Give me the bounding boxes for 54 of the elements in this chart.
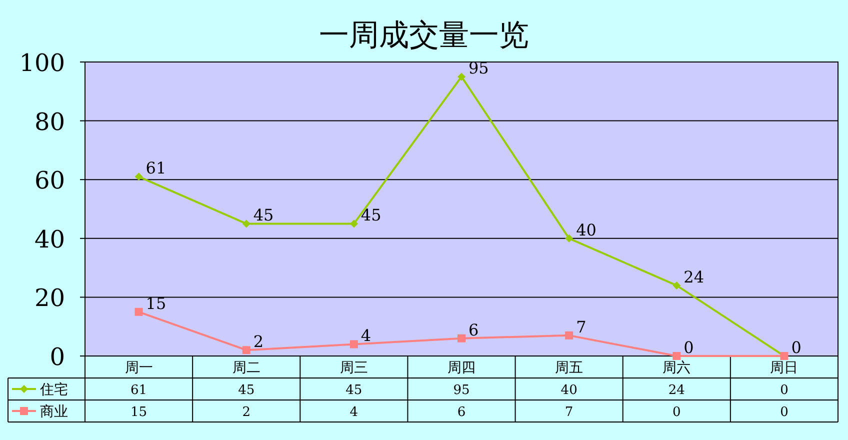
annotation: 40 [576, 220, 596, 240]
annotation: 15 [146, 294, 166, 313]
data-label: 40 [560, 383, 578, 398]
y-tick-label: 20 [34, 284, 65, 312]
annotation: 0 [791, 338, 802, 357]
point [242, 220, 250, 228]
x-tick-label: 周三 [340, 360, 368, 376]
x-tick-label: 周二 [232, 360, 260, 376]
data-label: 0 [780, 405, 788, 420]
x-tick-label: 周四 [448, 360, 476, 376]
legend-label: 住宅 [39, 382, 68, 398]
annotation: 2 [253, 332, 264, 352]
data-label: 2 [242, 405, 250, 420]
annotation: 24 [684, 267, 704, 286]
annotation: 45 [253, 206, 274, 225]
data-label: 0 [672, 405, 681, 420]
point [242, 346, 250, 354]
annotation: 4 [360, 326, 372, 346]
point [134, 308, 143, 316]
legend-label: 商业 [40, 404, 68, 420]
y-tick-label: 80 [34, 108, 65, 136]
point [350, 220, 358, 228]
data-label: 45 [346, 383, 362, 398]
data-label: 95 [453, 383, 470, 398]
annotation: 45 [360, 206, 382, 225]
point [565, 331, 574, 340]
x-tick-label: 周日 [770, 360, 798, 376]
data-label: 4 [350, 405, 358, 420]
data-label: 45 [238, 383, 255, 398]
annotation: 6 [468, 320, 479, 340]
y-tick-label: 40 [34, 225, 65, 254]
x-tick-label: 周五 [555, 360, 584, 376]
data-label: 24 [668, 383, 685, 398]
data-label: 15 [130, 405, 148, 420]
x-tick-label: 周六 [662, 360, 691, 376]
chart-title: 一周成交量一览 [319, 18, 529, 53]
point [565, 234, 574, 242]
point [350, 340, 358, 348]
data-label: 6 [457, 405, 466, 420]
data-label: 0 [780, 383, 788, 398]
data-label: 7 [564, 405, 574, 420]
point [458, 334, 466, 342]
data-label: 61 [130, 383, 148, 398]
x-tick-label: 周一 [124, 360, 153, 376]
annotation: 61 [146, 158, 166, 178]
y-tick-label: 100 [19, 49, 65, 77]
annotation: 0 [684, 338, 694, 357]
point [458, 72, 466, 81]
point [672, 281, 681, 290]
annotation: 7 [576, 317, 586, 336]
point [134, 172, 143, 181]
y-tick-label: 0 [50, 343, 65, 371]
y-tick-label: 60 [34, 166, 65, 195]
point [672, 352, 681, 360]
